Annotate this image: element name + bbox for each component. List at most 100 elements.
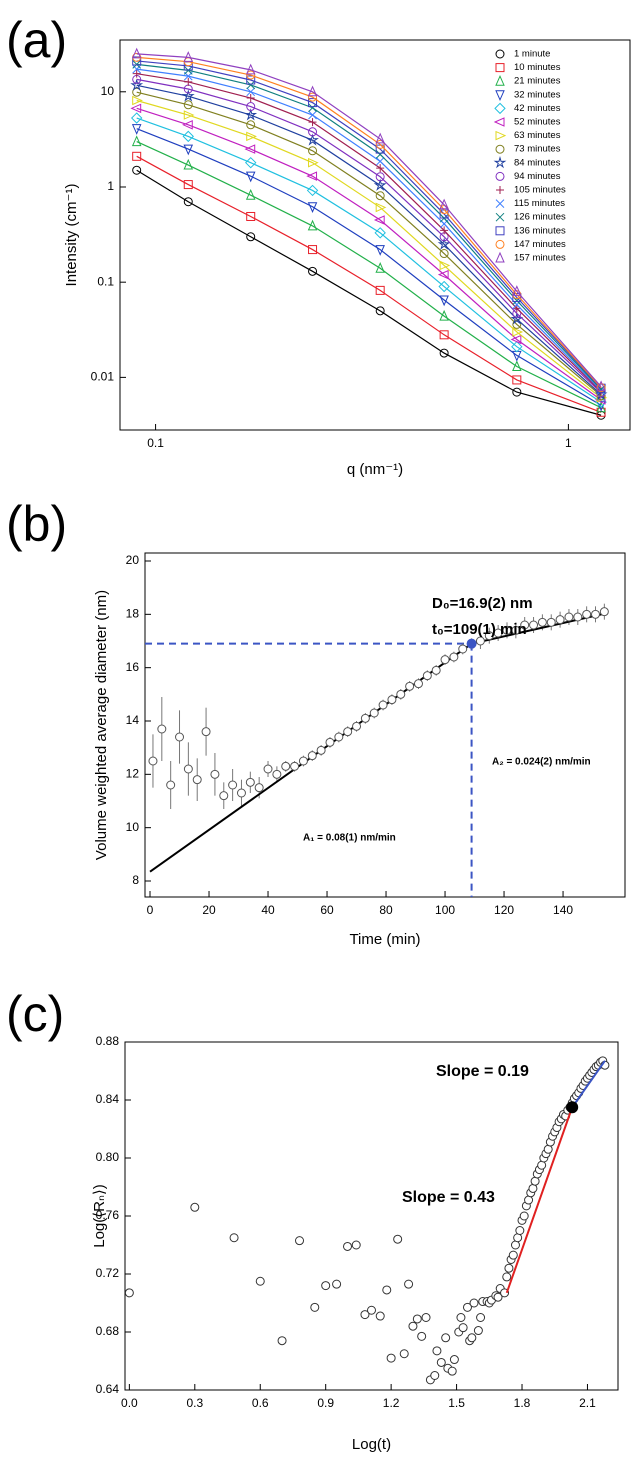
legend-marker [495, 212, 505, 222]
data-point [537, 617, 547, 627]
x-tick-label: 1.8 [514, 1396, 531, 1410]
data-point [245, 777, 255, 787]
data-point [510, 334, 522, 345]
x-tick-label: 60 [320, 903, 334, 917]
y-tick-label: 0.64 [96, 1382, 120, 1396]
x-tick-label: 120 [494, 903, 514, 917]
data-point [245, 156, 257, 169]
data-point [596, 407, 606, 417]
data-point [131, 124, 142, 135]
data-point [512, 327, 524, 337]
data-point [308, 118, 317, 127]
panel-label: (a) [6, 12, 67, 68]
data-point [229, 1233, 239, 1243]
data-point [387, 695, 397, 705]
data-point [306, 171, 318, 181]
data-point [546, 617, 556, 627]
data-point [254, 783, 264, 793]
data-point [131, 135, 142, 147]
series-line [136, 73, 602, 392]
annotation: t₀=109(1) min [432, 621, 527, 638]
data-point [439, 198, 449, 210]
data-point [458, 644, 468, 654]
data-point [244, 108, 258, 121]
data-point [245, 171, 256, 183]
data-point [430, 1371, 440, 1380]
data-point [367, 1305, 376, 1315]
data-point [132, 95, 143, 106]
legend-marker [495, 226, 505, 236]
data-point [290, 761, 300, 771]
legend-label: 136 minutes [514, 225, 566, 236]
legend-label: 94 minutes [514, 171, 561, 182]
data-point [281, 761, 291, 771]
data-point [441, 1333, 451, 1343]
data-point [564, 612, 574, 622]
fit-line [571, 1060, 606, 1108]
x-tick-label: 140 [553, 903, 573, 917]
data-point [183, 158, 194, 170]
y-tick-label: 0.76 [96, 1208, 120, 1222]
data-point [181, 89, 195, 102]
data-point [417, 1331, 427, 1341]
data-point [308, 146, 318, 156]
data-point [462, 1302, 472, 1312]
data-point [512, 375, 522, 385]
data-point [255, 1276, 265, 1286]
data-point [512, 285, 522, 296]
data-point [596, 401, 606, 413]
data-point [375, 132, 385, 144]
y-tick-label: 0.80 [96, 1150, 120, 1164]
y-tick-label: 0.1 [97, 274, 114, 288]
data-point [190, 1202, 200, 1212]
data-point [573, 612, 583, 622]
x-axis-label: q (nm⁻¹) [347, 461, 403, 478]
data-point [263, 764, 273, 774]
data-point [132, 69, 141, 78]
data-point [502, 625, 512, 635]
data-point [439, 309, 449, 321]
panel-label: (c) [6, 986, 64, 1042]
data-point [432, 1346, 442, 1356]
y-axis-label: Log(⟨Rₙ⟩) [91, 1184, 108, 1248]
data-point [399, 1349, 409, 1359]
data-point [484, 631, 494, 641]
data-point [246, 70, 256, 80]
data-point [422, 671, 432, 681]
y-tick-label: 0.88 [96, 1034, 120, 1048]
legend-label: 10 minutes [514, 62, 561, 73]
data-point [130, 103, 142, 114]
annotation: D₀=16.9(2) nm [432, 595, 533, 612]
data-point [183, 51, 194, 62]
data-point [298, 756, 308, 766]
legend-label: 157 minutes [514, 253, 566, 264]
y-tick-label: 10 [126, 820, 140, 834]
data-point [124, 1288, 134, 1298]
legend-label: 84 minutes [514, 157, 561, 168]
y-tick-label: 20 [126, 553, 140, 567]
legend-marker [495, 63, 505, 73]
data-point [375, 202, 387, 213]
data-point [201, 727, 211, 737]
data-point [386, 1353, 396, 1363]
series-line [136, 53, 602, 387]
fit-line [505, 1106, 574, 1294]
data-point [515, 1226, 525, 1235]
data-point [375, 306, 385, 316]
data-point [183, 764, 193, 774]
data-point [520, 620, 530, 630]
data-point [130, 78, 144, 91]
data-point [440, 655, 450, 665]
data-point [308, 98, 318, 108]
data-point [449, 1355, 459, 1365]
y-tick-label: 16 [126, 660, 140, 674]
data-point [439, 348, 449, 358]
highlight-point [566, 1101, 579, 1114]
data-point [244, 144, 256, 154]
data-point [437, 269, 449, 280]
data-point [246, 80, 256, 90]
data-point [447, 1366, 457, 1376]
data-point [404, 1279, 414, 1289]
data-point [343, 1241, 353, 1251]
